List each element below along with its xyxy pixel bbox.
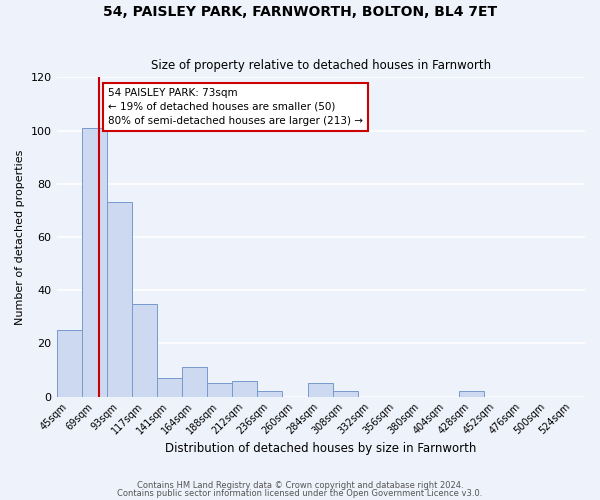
Text: Contains HM Land Registry data © Crown copyright and database right 2024.: Contains HM Land Registry data © Crown c… [137,481,463,490]
Bar [107,202,132,396]
Title: Size of property relative to detached houses in Farnworth: Size of property relative to detached ho… [151,59,491,72]
Text: 54 PAISLEY PARK: 73sqm
← 19% of detached houses are smaller (50)
80% of semi-det: 54 PAISLEY PARK: 73sqm ← 19% of detached… [108,88,363,126]
Bar [82,128,107,396]
Bar [232,380,257,396]
Bar [333,392,358,396]
Bar [132,304,157,396]
X-axis label: Distribution of detached houses by size in Farnworth: Distribution of detached houses by size … [165,442,476,455]
Bar [308,384,333,396]
Bar [257,392,283,396]
Bar [459,392,484,396]
Text: Contains public sector information licensed under the Open Government Licence v3: Contains public sector information licen… [118,488,482,498]
Text: 54, PAISLEY PARK, FARNWORTH, BOLTON, BL4 7ET: 54, PAISLEY PARK, FARNWORTH, BOLTON, BL4… [103,5,497,19]
Y-axis label: Number of detached properties: Number of detached properties [15,150,25,324]
Bar [157,378,182,396]
Bar [56,330,82,396]
Bar [182,368,207,396]
Bar [207,384,232,396]
